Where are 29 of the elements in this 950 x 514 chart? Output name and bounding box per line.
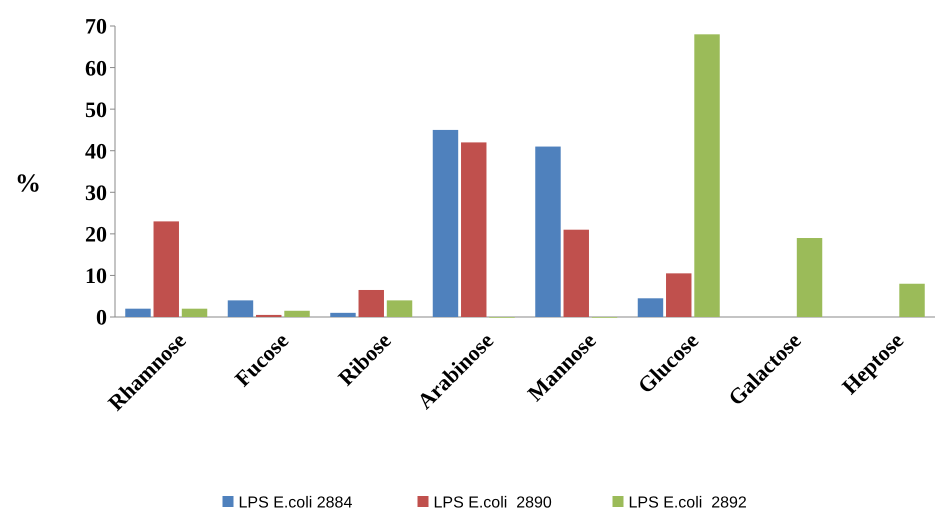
- y-tick-label: 30: [85, 180, 107, 205]
- y-tick-label: 0: [96, 304, 107, 330]
- bar: [228, 300, 254, 317]
- bar: [564, 230, 589, 317]
- bar: [154, 221, 179, 317]
- y-tick-label: 60: [85, 55, 107, 80]
- y-tick-label: 20: [85, 222, 107, 247]
- bar: [796, 238, 822, 317]
- bar: [182, 308, 208, 317]
- y-tick-label: 50: [85, 96, 107, 122]
- bar: [358, 290, 384, 317]
- bar: [638, 298, 664, 317]
- legend-label: LPS E.coli 2884: [238, 494, 352, 512]
- bar: [899, 284, 925, 317]
- y-tick-label: 10: [85, 263, 107, 288]
- bar: [461, 142, 486, 317]
- legend-label: LPS E.coli 2890: [434, 494, 552, 512]
- y-tick-label: 40: [85, 138, 107, 164]
- y-axis-title: %: [15, 168, 41, 198]
- bar: [666, 273, 692, 317]
- bar: [330, 312, 356, 317]
- legend-label: LPS E.coli 2892: [628, 494, 747, 512]
- bar: [125, 308, 151, 317]
- bar: [386, 300, 412, 317]
- bar: [694, 34, 720, 317]
- y-tick-label: 70: [85, 14, 107, 39]
- bar: [432, 130, 458, 317]
- bar: [284, 310, 310, 317]
- bar: [535, 146, 561, 317]
